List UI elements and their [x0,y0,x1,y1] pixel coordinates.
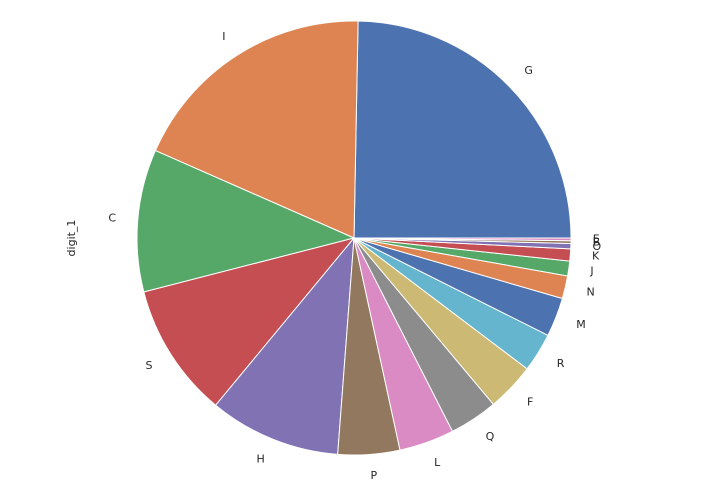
pie-slice [353,20,572,239]
slice-label: P [370,469,377,482]
slice-label: J [589,265,593,278]
pie-slice [214,236,355,455]
slice-label: H [256,452,264,465]
pie-slice [136,149,356,293]
slice-label: C [108,212,116,225]
slice-label: Q [486,430,495,443]
slice-label: L [434,456,441,469]
slice-label: R [557,357,565,370]
slice-label: E [593,232,600,245]
pie-slice [154,20,359,239]
slice-label: G [524,64,533,77]
slice-label: I [222,30,225,43]
slice-label: O [593,240,602,253]
slice-label: K [592,250,600,263]
slice-label: M [576,318,586,331]
slice-label: N [586,285,594,298]
slice-label: S [145,359,152,372]
pie-slice [353,237,572,242]
pie-slice [143,237,356,406]
y-axis-label: digit_1 [65,220,78,257]
slice-label: F [527,395,533,408]
slice-label: B [593,235,601,248]
